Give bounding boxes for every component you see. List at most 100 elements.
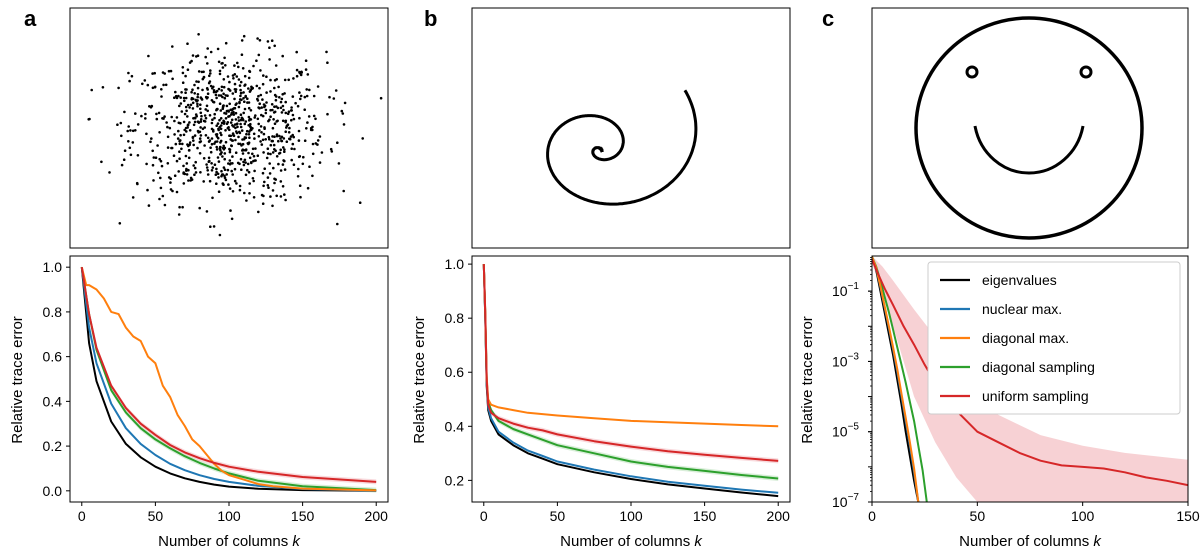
scatter-point [229, 121, 233, 124]
scatter-point [316, 85, 320, 88]
scatter-point [325, 50, 328, 54]
scatter-point [178, 139, 181, 143]
panel-b-bottom: 0 50 100 150 200 0.2 0.4 0.6 0.8 1.0 [445, 255, 791, 524]
scatter-point [358, 201, 362, 204]
scatter-point [220, 174, 223, 178]
series-line-uniform-sampling [872, 259, 1188, 487]
scatter-point [247, 124, 250, 127]
scatter-point [195, 80, 198, 83]
scatter-point [210, 127, 214, 131]
scatter-point [176, 137, 180, 140]
scatter-point [220, 85, 224, 89]
scatter-point [191, 54, 195, 57]
scatter-point [220, 89, 223, 92]
scatter-point [262, 151, 265, 154]
scatter-point [186, 68, 190, 71]
scatter-point [336, 222, 339, 226]
scatter-point [210, 137, 214, 140]
scatter-point [230, 118, 234, 122]
x-tick-label: 150 [693, 508, 717, 524]
right-eye [1079, 65, 1093, 79]
scatter-point [308, 88, 311, 92]
scatter-point [270, 39, 274, 42]
scatter-point [218, 233, 222, 237]
scatter-point [164, 83, 168, 87]
series-line-diagonal-sampling [80, 267, 377, 492]
scatter-point [200, 97, 203, 101]
scatter-point [266, 147, 270, 150]
scatter-point [193, 120, 197, 124]
scatter-point [217, 60, 221, 64]
ylabel-b: Relative trace error [411, 316, 428, 444]
scatter-point [242, 163, 246, 167]
scatter-point [163, 203, 167, 207]
scatter-point [226, 168, 230, 172]
scatter-point [119, 121, 123, 125]
scatter-point [312, 94, 316, 98]
scatter-point [146, 188, 149, 192]
scatter-point [240, 53, 244, 56]
scatter-point [144, 112, 147, 116]
scatter-point [210, 142, 214, 146]
scatter-point [223, 56, 226, 60]
scatter-point [290, 106, 293, 109]
scatter-point [223, 168, 227, 171]
scatter-point [116, 123, 119, 126]
scatter-point [188, 121, 191, 124]
scatter-point [227, 87, 230, 91]
scatter-point [217, 176, 220, 179]
scatter-point [192, 139, 195, 142]
scatter-point [230, 139, 234, 142]
x-tick-label: 50 [148, 508, 164, 524]
scatter-point [221, 105, 225, 109]
scatter-point [153, 85, 157, 89]
scatter-point [211, 166, 215, 169]
legend: eigenvalues nuclear max. diagonal max. diag… [927, 261, 1181, 415]
scatter-point [186, 115, 189, 118]
scatter-point [300, 71, 304, 74]
scatter-point [264, 138, 268, 141]
scatter-point [228, 148, 232, 152]
scatter-point [263, 126, 266, 129]
scatter-point [174, 94, 178, 98]
scatter-point [177, 213, 181, 216]
scatter-point [210, 121, 214, 125]
scatter-point [205, 87, 209, 90]
scatter-point [265, 91, 268, 94]
scatter-point [198, 140, 202, 144]
scatter-point [212, 100, 216, 104]
scatter-point [127, 140, 130, 143]
scatter-point [246, 97, 249, 100]
scatter-point [209, 84, 213, 88]
scatter-point [273, 122, 277, 125]
scatter-point [223, 152, 227, 155]
scatter-point [285, 140, 289, 143]
scatter-point [291, 133, 295, 137]
scatter-point [282, 137, 286, 140]
scatter-point [123, 149, 127, 152]
panel-c-top [871, 7, 1189, 249]
scatter-point [275, 120, 279, 123]
scatter-point [224, 117, 228, 120]
y-tick-label: 0.2 [43, 438, 63, 454]
scatter-point [292, 163, 296, 166]
scatter-point [287, 131, 291, 134]
scatter-point [295, 74, 299, 78]
scatter-point [336, 141, 339, 144]
scatter-point [292, 77, 295, 80]
scatter-point [219, 131, 222, 135]
scatter-point [181, 66, 185, 69]
scatter-point [247, 170, 251, 174]
scatter-point [196, 102, 199, 106]
scatter-point [242, 111, 245, 115]
scatter-point [209, 146, 212, 149]
scatter-point [301, 162, 305, 166]
scatter-point [193, 92, 196, 95]
scatter-point [281, 185, 285, 188]
scatter-point [281, 54, 285, 58]
scatter-point [170, 146, 174, 150]
scatter-point [329, 147, 333, 151]
scatter-point [237, 65, 240, 69]
scatter-point [120, 134, 123, 138]
x-tick-label: 150 [291, 508, 315, 524]
